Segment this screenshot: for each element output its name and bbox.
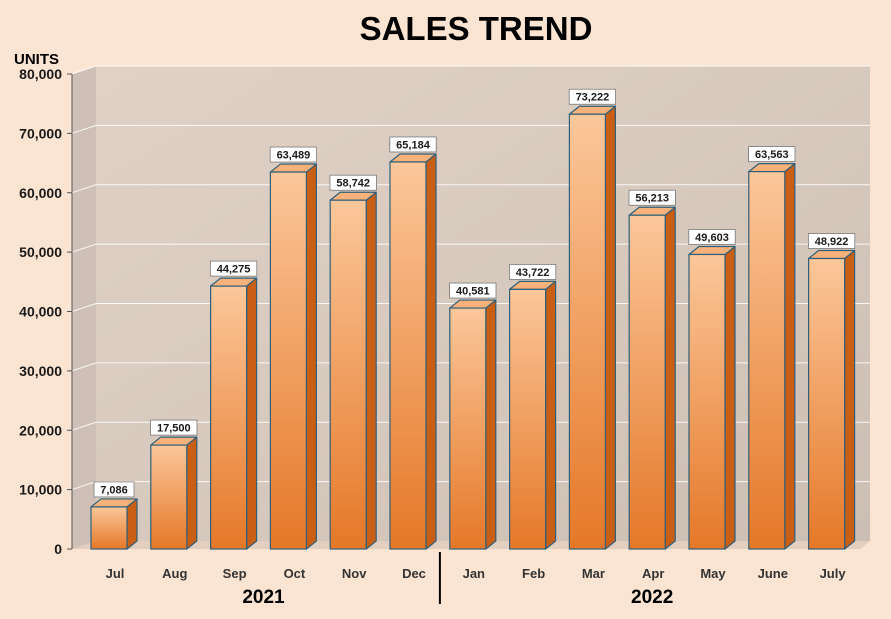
bar bbox=[90, 498, 138, 550]
x-tick-label: Oct bbox=[284, 566, 306, 581]
bar-front bbox=[389, 161, 427, 550]
data-label-box bbox=[808, 233, 856, 249]
data-label-box bbox=[93, 481, 135, 498]
x-tick-label: Dec bbox=[402, 566, 426, 581]
bar-front bbox=[628, 214, 666, 550]
x-tick-label: Apr bbox=[642, 566, 664, 581]
bar-side bbox=[544, 280, 557, 550]
bar bbox=[748, 162, 796, 550]
chart-title: SALES TREND bbox=[360, 10, 593, 47]
x-tick-label: Jul bbox=[106, 566, 125, 581]
y-tick-label: 70,000 bbox=[19, 125, 62, 141]
data-label-box bbox=[568, 88, 617, 105]
bar-front bbox=[150, 444, 188, 550]
y-tick-label: 10,000 bbox=[19, 482, 62, 498]
x-tick-label: June bbox=[758, 566, 788, 581]
data-label: 56,213 bbox=[635, 193, 669, 205]
bar-side bbox=[664, 206, 676, 550]
year-group-label: 2022 bbox=[631, 587, 673, 608]
bar-front bbox=[509, 288, 547, 550]
y-tick-label: 80,000 bbox=[19, 66, 62, 82]
data-label: 7,086 bbox=[100, 484, 128, 496]
bar bbox=[568, 105, 617, 550]
x-tick-label: Mar bbox=[582, 566, 605, 581]
bar-side bbox=[784, 162, 796, 550]
y-tick-label: 40,000 bbox=[19, 304, 62, 320]
bar-side bbox=[246, 277, 258, 550]
y-tick-label: 60,000 bbox=[19, 185, 62, 201]
data-label: 48,922 bbox=[815, 236, 849, 248]
bar-front bbox=[568, 113, 607, 550]
bar bbox=[628, 206, 676, 550]
y-axis-label: UNITS bbox=[14, 51, 59, 68]
bar-side bbox=[485, 299, 497, 550]
data-label: 63,563 bbox=[755, 149, 789, 161]
data-label-box bbox=[269, 146, 318, 163]
bar bbox=[807, 249, 856, 550]
bar bbox=[389, 153, 437, 550]
x-tick-label: July bbox=[820, 566, 847, 581]
bar-front bbox=[210, 285, 248, 550]
bar-side bbox=[425, 153, 437, 550]
bar-side bbox=[843, 249, 856, 550]
x-tick-label: Sep bbox=[223, 566, 247, 581]
year-group-label: 2021 bbox=[242, 587, 285, 608]
data-label: 58,742 bbox=[336, 178, 370, 190]
data-label: 40,581 bbox=[456, 286, 490, 298]
bar-front bbox=[269, 171, 307, 550]
data-label: 49,603 bbox=[695, 232, 729, 244]
x-tick-label: Aug bbox=[162, 566, 187, 581]
bar bbox=[509, 280, 557, 550]
data-label-box bbox=[389, 136, 437, 153]
bar bbox=[269, 163, 317, 550]
bar bbox=[329, 191, 377, 550]
bar bbox=[210, 277, 258, 550]
x-tick-label: May bbox=[700, 566, 726, 581]
x-tick-label: Jan bbox=[463, 566, 485, 581]
y-gridline bbox=[71, 65, 870, 75]
x-tick-label: Feb bbox=[522, 566, 545, 581]
bar-side bbox=[305, 163, 317, 550]
data-label-box bbox=[688, 229, 736, 245]
bar-front bbox=[329, 199, 367, 550]
bar-side bbox=[724, 245, 736, 550]
bar bbox=[449, 299, 497, 550]
bar-side bbox=[186, 436, 198, 550]
y-tick-label: 0 bbox=[54, 541, 62, 557]
data-label-box bbox=[329, 174, 377, 191]
data-label: 44,275 bbox=[217, 264, 251, 276]
bar-front bbox=[807, 257, 846, 550]
y-tick-label: 20,000 bbox=[19, 422, 62, 438]
x-tick-label: Nov bbox=[342, 566, 367, 581]
data-label-box bbox=[508, 264, 557, 280]
bar-side bbox=[365, 191, 377, 550]
bar bbox=[150, 436, 198, 550]
bar-side bbox=[604, 105, 617, 550]
y-tick-label: 30,000 bbox=[19, 363, 62, 379]
data-label: 63,489 bbox=[277, 150, 311, 162]
data-label: 17,500 bbox=[157, 423, 191, 435]
data-label: 65,184 bbox=[396, 139, 431, 151]
data-label: 43,722 bbox=[516, 267, 550, 279]
bar-front bbox=[688, 253, 726, 550]
data-label-box bbox=[628, 189, 676, 206]
bar-front bbox=[748, 170, 786, 550]
data-label-box bbox=[748, 146, 796, 162]
data-label-box bbox=[150, 419, 198, 436]
y-tick-label: 50,000 bbox=[19, 244, 62, 260]
data-label-box bbox=[449, 282, 497, 299]
bar-front bbox=[90, 506, 128, 550]
data-label-box bbox=[209, 260, 258, 277]
bar bbox=[688, 245, 736, 550]
data-label: 73,222 bbox=[576, 92, 610, 104]
bar-front bbox=[449, 307, 487, 550]
